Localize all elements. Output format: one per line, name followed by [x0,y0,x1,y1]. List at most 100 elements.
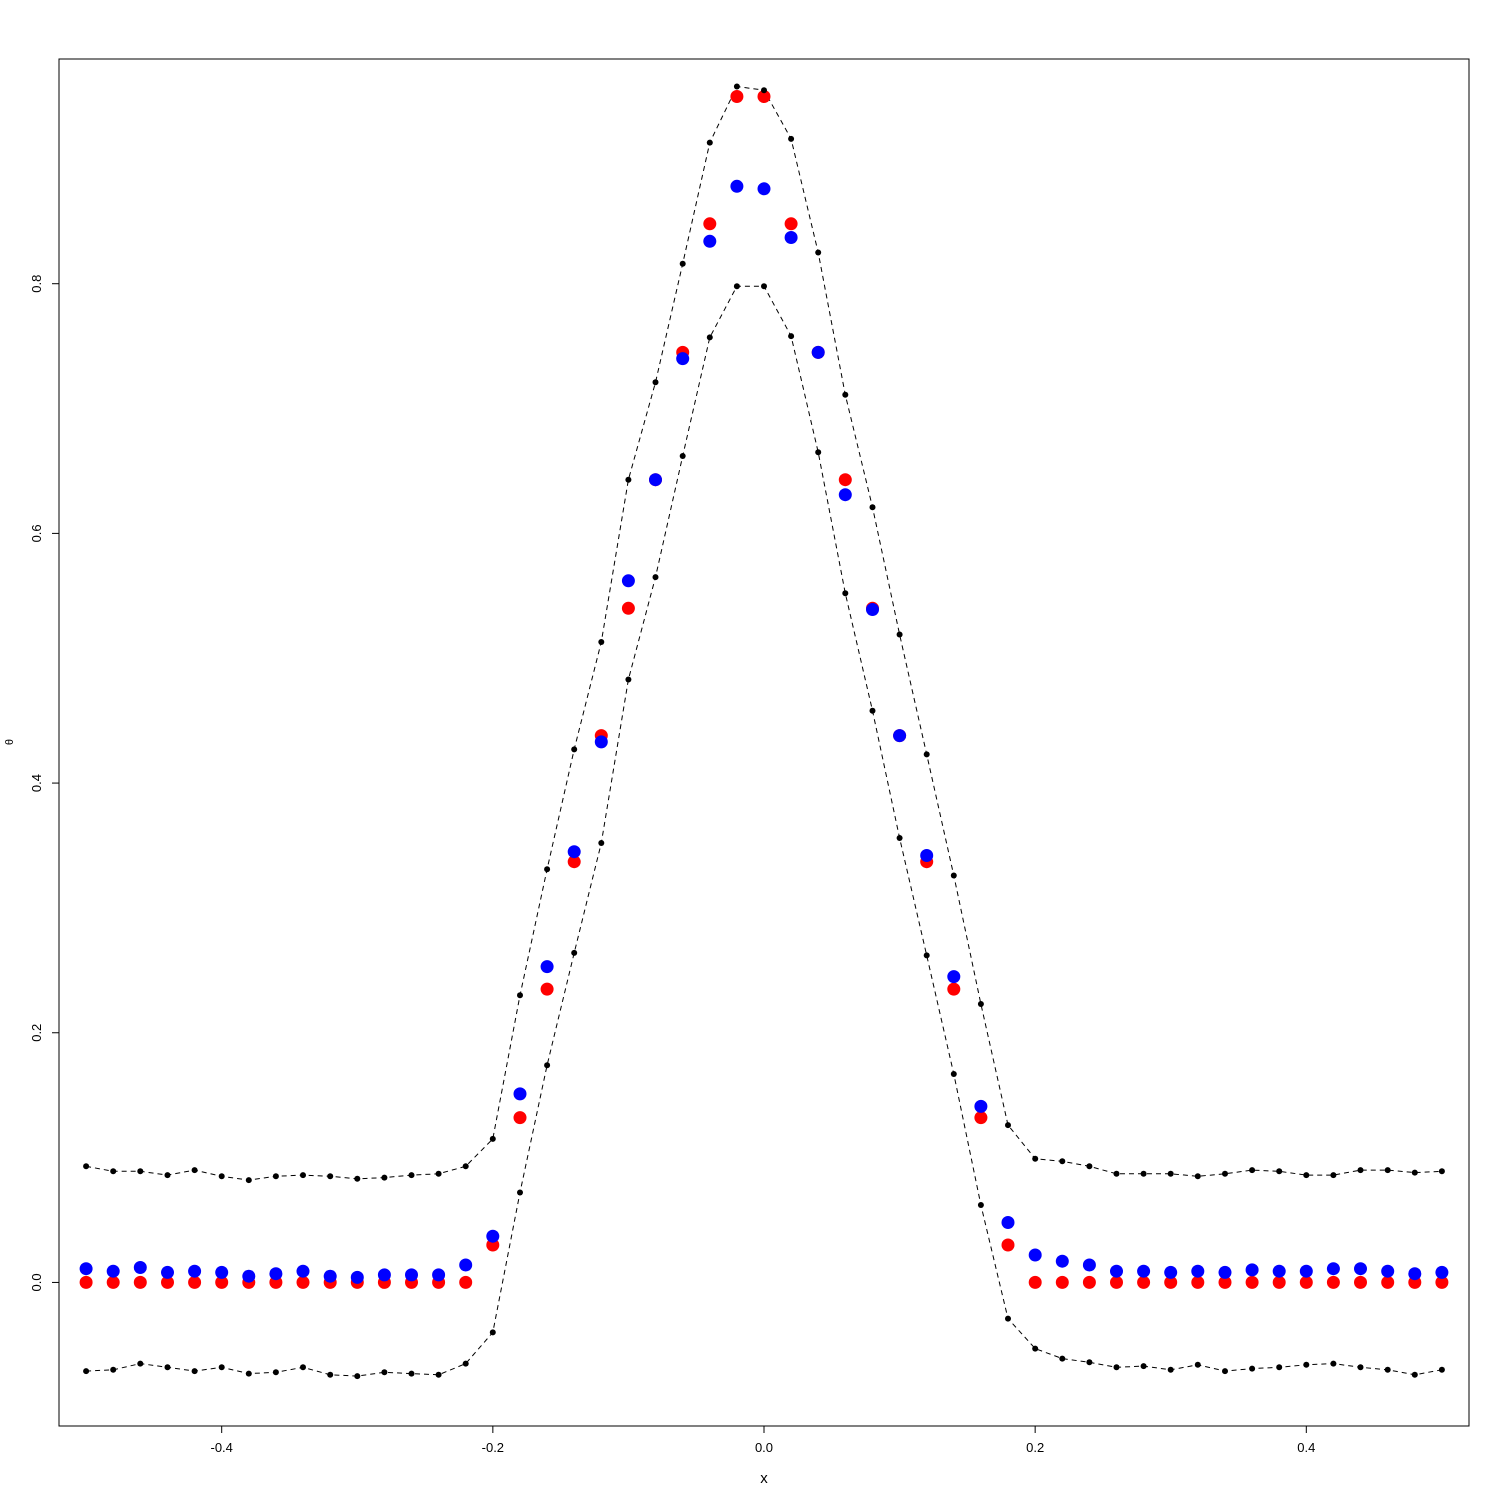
point-series-1 [296,1264,310,1278]
point-series-2 [191,1167,198,1174]
point-series-1 [1001,1216,1015,1229]
point-series-2 [435,1170,442,1177]
point-series-1 [459,1258,473,1272]
point-series-1 [1326,1262,1340,1276]
point-series-1 [594,735,608,749]
point-series-2 [950,872,957,879]
point-series-2 [1357,1167,1364,1174]
point-series-1 [893,729,907,743]
point-series-1 [757,182,771,196]
point-series-0 [133,1275,147,1289]
point-series-1 [513,1087,527,1101]
point-series-3 [1113,1364,1120,1371]
point-series-3 [191,1368,198,1375]
point-series-3 [923,952,930,959]
point-series-2 [842,391,849,398]
point-series-0 [79,1275,93,1289]
point-series-1 [133,1261,147,1274]
point-series-2 [733,83,740,90]
point-series-0 [513,1111,527,1125]
point-series-0 [1191,1275,1205,1289]
point-series-3 [1140,1363,1147,1370]
point-series-3 [1384,1366,1391,1373]
point-series-2 [1194,1173,1201,1180]
point-series-0 [161,1275,174,1289]
point-series-0 [1299,1275,1313,1289]
point-series-1 [106,1264,120,1278]
point-series-0 [1001,1238,1015,1252]
point-series-3 [300,1364,306,1371]
point-series-0 [703,217,717,231]
point-series-0 [459,1275,473,1289]
point-series-2 [571,746,578,753]
point-series-1 [1435,1265,1449,1279]
point-series-0 [730,90,744,103]
point-series-3 [977,1202,984,1208]
point-series-3 [788,333,795,340]
point-series-1 [1055,1254,1069,1268]
point-series-3 [1330,1360,1337,1367]
point-series-1 [1354,1262,1367,1276]
point-series-2 [137,1168,144,1175]
y-tick-label: 0.0 [29,1273,44,1291]
point-series-2 [83,1163,90,1170]
plot-frame [58,58,1470,1427]
point-series-2 [1384,1167,1391,1174]
point-series-2 [1276,1168,1283,1175]
x-axis: -0.4 -0.2 0.0 0.2 0.4 [210,1426,1315,1455]
dashed-interval-lines [86,85,1442,1377]
point-series-3 [245,1370,252,1377]
point-series-3 [1303,1361,1310,1368]
point-series-3 [1438,1366,1445,1373]
point-series-1 [188,1264,202,1278]
point-series-3 [164,1364,171,1371]
point-series-2 [977,1001,984,1007]
point-series-3 [218,1364,225,1371]
point-series-0 [974,1111,988,1125]
x-tick-label: 0.2 [1026,1440,1044,1455]
point-series-1 [269,1267,283,1281]
point-series-1 [974,1099,988,1113]
point-series-3 [1032,1345,1039,1352]
point-series-2 [1059,1158,1066,1165]
point-series-1 [377,1268,391,1282]
interval-line-3 [86,285,1442,1377]
x-tick-label: 0.0 [755,1440,773,1455]
point-series-1 [1082,1258,1096,1272]
point-series-1 [567,845,581,859]
point-series-1 [811,345,825,359]
point-series-1 [79,1262,93,1276]
point-series-1 [730,179,744,193]
point-series-3 [1249,1365,1256,1372]
point-series-2 [354,1175,361,1182]
point-series-0 [1245,1275,1259,1289]
point-series-2 [1438,1168,1445,1175]
point-series-2 [245,1177,252,1184]
point-series-1 [215,1265,229,1279]
point-series-3 [1167,1366,1174,1373]
point-series-0 [947,982,961,996]
point-series-1 [1245,1263,1259,1277]
point-series-2 [652,379,659,386]
point-series-2 [706,139,713,146]
point-series-1 [1028,1248,1042,1262]
point-series-2 [164,1172,171,1179]
point-series-3 [706,334,713,341]
point-series-2 [896,631,903,638]
point-series-2 [869,504,876,511]
point-series-0 [1028,1275,1042,1289]
point-series-3 [1059,1355,1066,1362]
point-series-3 [83,1368,90,1375]
point-series-1 [866,603,879,616]
point-series-2 [1140,1170,1147,1177]
point-series-2 [923,751,930,758]
point-series-1 [1218,1265,1232,1279]
point-series-0 [567,855,581,869]
point-series-2 [1167,1170,1174,1177]
point-series-1 [1381,1264,1395,1278]
point-series-3 [462,1360,469,1367]
point-series-1 [405,1268,418,1282]
point-series-3 [517,1189,523,1196]
point-series-2 [1113,1170,1120,1177]
point-series-3 [761,283,767,290]
